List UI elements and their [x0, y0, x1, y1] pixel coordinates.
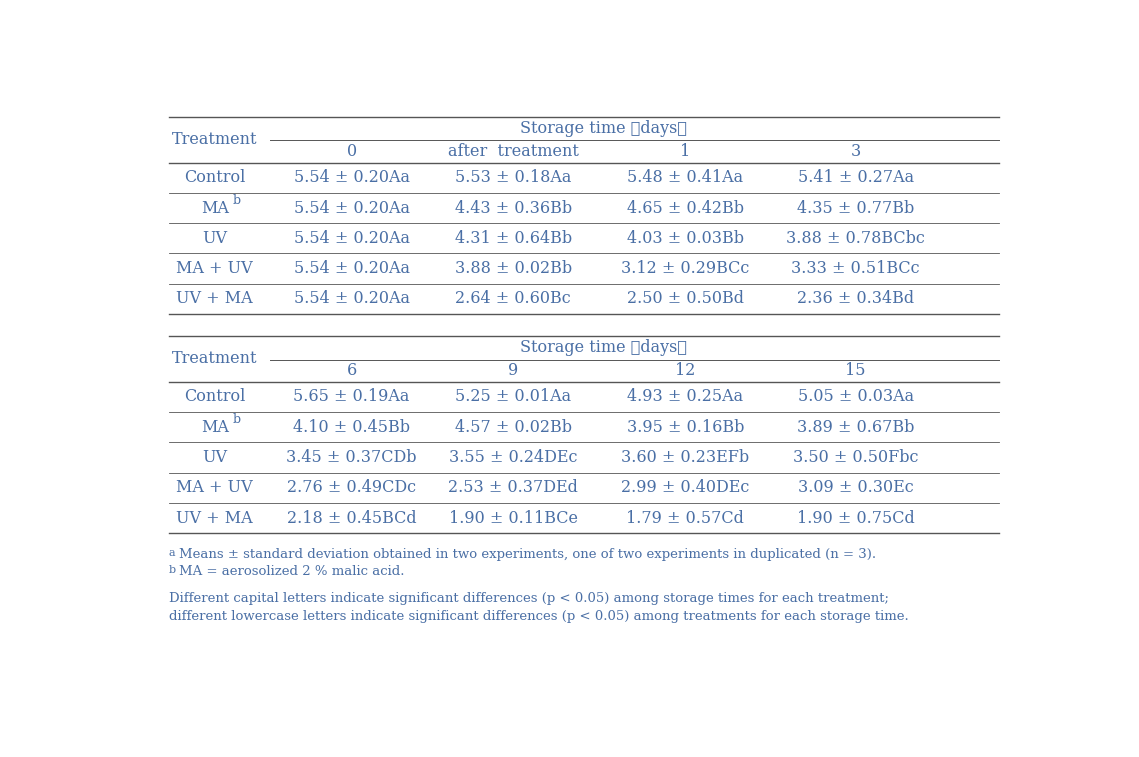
Text: MA + UV: MA + UV	[177, 260, 253, 277]
Text: MA + UV: MA + UV	[177, 479, 253, 497]
Text: 2.76 ± 0.49CDc: 2.76 ± 0.49CDc	[287, 479, 416, 497]
Text: 2.50 ± 0.50Bd: 2.50 ± 0.50Bd	[626, 291, 744, 307]
Text: 3.55 ± 0.24DEc: 3.55 ± 0.24DEc	[449, 449, 577, 466]
Text: 4.03 ± 0.03Bb: 4.03 ± 0.03Bb	[626, 230, 744, 247]
Text: 6: 6	[346, 362, 357, 379]
Text: 3.45 ± 0.37CDb: 3.45 ± 0.37CDb	[286, 449, 417, 466]
Text: 3.88 ± 0.02Bb: 3.88 ± 0.02Bb	[454, 260, 572, 277]
Text: MA = aerosolized 2 % malic acid.: MA = aerosolized 2 % malic acid.	[179, 565, 404, 578]
Text: different lowercase letters indicate significant differences (p < 0.05) among tr: different lowercase letters indicate sig…	[169, 610, 909, 623]
Text: 1: 1	[680, 143, 690, 160]
Text: 2.36 ± 0.34Bd: 2.36 ± 0.34Bd	[797, 291, 915, 307]
Text: after  treatment: after treatment	[448, 143, 579, 160]
Text: 4.93 ± 0.25Aa: 4.93 ± 0.25Aa	[628, 388, 744, 405]
Text: 5.54 ± 0.20Aa: 5.54 ± 0.20Aa	[294, 291, 410, 307]
Text: 2.53 ± 0.37DEd: 2.53 ± 0.37DEd	[448, 479, 579, 497]
Text: 3.89 ± 0.67Bb: 3.89 ± 0.67Bb	[797, 419, 915, 436]
Text: UV + MA: UV + MA	[177, 509, 253, 527]
Text: 3.09 ± 0.30Ec: 3.09 ± 0.30Ec	[797, 479, 913, 497]
Text: 3: 3	[851, 143, 861, 160]
Text: 15: 15	[845, 362, 866, 379]
Text: Storage time （days）: Storage time （days）	[521, 120, 687, 137]
Text: 5.05 ± 0.03Aa: 5.05 ± 0.03Aa	[797, 388, 913, 405]
Text: 5.54 ± 0.20Aa: 5.54 ± 0.20Aa	[294, 200, 410, 217]
Text: 3.12 ± 0.29BCc: 3.12 ± 0.29BCc	[621, 260, 749, 277]
Text: 2.64 ± 0.60Bc: 2.64 ± 0.60Bc	[456, 291, 571, 307]
Text: Treatment: Treatment	[172, 350, 257, 367]
Text: 3.95 ± 0.16Bb: 3.95 ± 0.16Bb	[626, 419, 744, 436]
Text: 3.60 ± 0.23EFb: 3.60 ± 0.23EFb	[621, 449, 749, 466]
Text: UV + MA: UV + MA	[177, 291, 253, 307]
Text: b: b	[169, 565, 177, 575]
Text: 5.54 ± 0.20Aa: 5.54 ± 0.20Aa	[294, 260, 410, 277]
Text: b: b	[232, 413, 240, 426]
Text: 3.50 ± 0.50Fbc: 3.50 ± 0.50Fbc	[793, 449, 918, 466]
Text: 1.79 ± 0.57Cd: 1.79 ± 0.57Cd	[626, 509, 744, 527]
Text: Means ± standard deviation obtained in two experiments, one of two experiments i: Means ± standard deviation obtained in t…	[179, 548, 876, 561]
Text: 5.25 ± 0.01Aa: 5.25 ± 0.01Aa	[456, 388, 571, 405]
Text: b: b	[232, 194, 240, 207]
Text: 0: 0	[346, 143, 357, 160]
Text: Control: Control	[185, 170, 245, 186]
Text: 4.10 ± 0.45Bb: 4.10 ± 0.45Bb	[293, 419, 410, 436]
Text: UV: UV	[203, 230, 228, 247]
Text: 1.90 ± 0.11BCe: 1.90 ± 0.11BCe	[449, 509, 577, 527]
Text: 4.65 ± 0.42Bb: 4.65 ± 0.42Bb	[626, 200, 744, 217]
Text: 5.54 ± 0.20Aa: 5.54 ± 0.20Aa	[294, 170, 410, 186]
Text: 5.41 ± 0.27Aa: 5.41 ± 0.27Aa	[797, 170, 913, 186]
Text: 4.57 ± 0.02Bb: 4.57 ± 0.02Bb	[454, 419, 572, 436]
Text: 1.90 ± 0.75Cd: 1.90 ± 0.75Cd	[797, 509, 915, 527]
Text: 4.31 ± 0.64Bb: 4.31 ± 0.64Bb	[454, 230, 572, 247]
Text: 4.43 ± 0.36Bb: 4.43 ± 0.36Bb	[454, 200, 572, 217]
Text: 2.18 ± 0.45BCd: 2.18 ± 0.45BCd	[287, 509, 417, 527]
Text: 12: 12	[675, 362, 696, 379]
Text: UV: UV	[203, 449, 228, 466]
Text: MA: MA	[200, 419, 229, 436]
Text: 4.35 ± 0.77Bb: 4.35 ± 0.77Bb	[797, 200, 915, 217]
Text: 9: 9	[508, 362, 518, 379]
Text: Different capital letters indicate significant differences (p < 0.05) among stor: Different capital letters indicate signi…	[169, 593, 888, 606]
Text: a: a	[169, 548, 175, 558]
Text: Treatment: Treatment	[172, 131, 257, 148]
Text: MA: MA	[200, 200, 229, 217]
Text: 3.88 ± 0.78BCbc: 3.88 ± 0.78BCbc	[786, 230, 925, 247]
Text: 3.33 ± 0.51BCc: 3.33 ± 0.51BCc	[792, 260, 920, 277]
Text: Storage time （days）: Storage time （days）	[521, 339, 687, 357]
Text: 5.65 ± 0.19Aa: 5.65 ± 0.19Aa	[294, 388, 410, 405]
Text: 5.54 ± 0.20Aa: 5.54 ± 0.20Aa	[294, 230, 410, 247]
Text: 5.48 ± 0.41Aa: 5.48 ± 0.41Aa	[628, 170, 744, 186]
Text: 2.99 ± 0.40DEc: 2.99 ± 0.40DEc	[621, 479, 749, 497]
Text: 5.53 ± 0.18Aa: 5.53 ± 0.18Aa	[454, 170, 572, 186]
Text: Control: Control	[185, 388, 245, 405]
